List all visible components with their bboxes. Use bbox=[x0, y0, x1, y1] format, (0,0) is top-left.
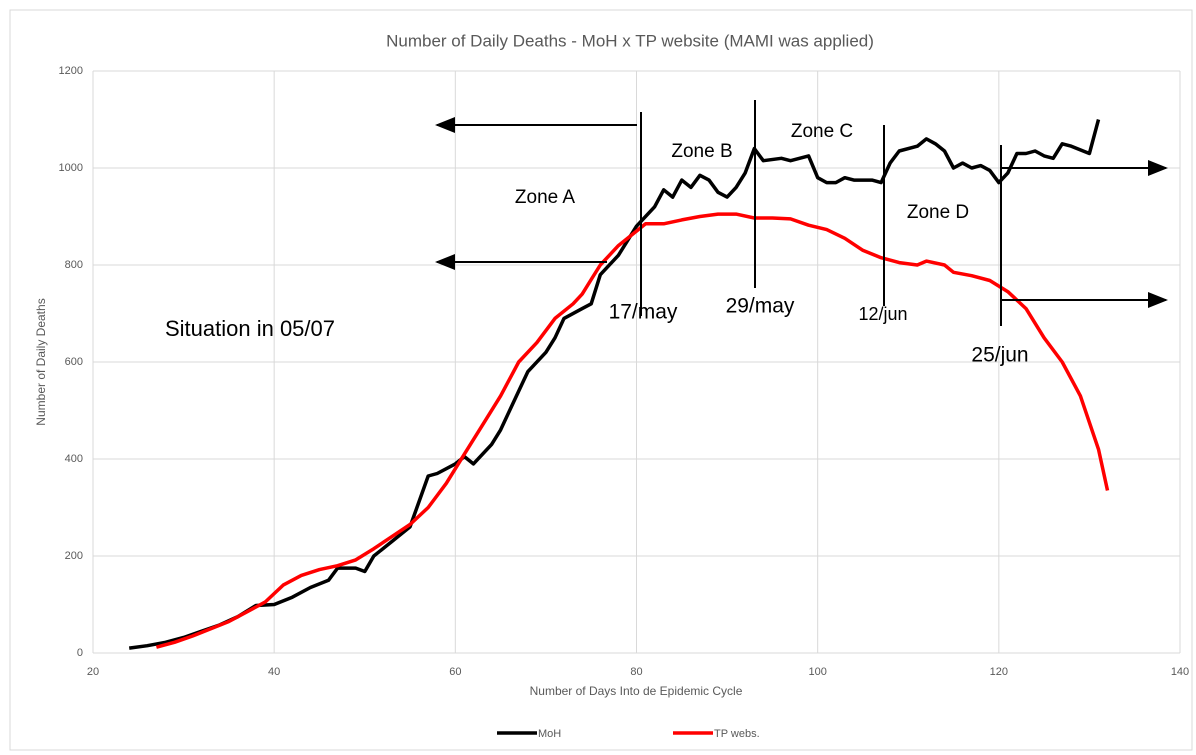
plot-area: 0 200 400 600 800 1000 1200 20 40 60 80 100 120 140 bbox=[59, 65, 1190, 678]
annotation: Zone A bbox=[515, 187, 576, 208]
x-tick-label: 100 bbox=[808, 666, 826, 678]
x-axis-label: Number of Days Into de Epidemic Cycle bbox=[530, 684, 743, 698]
y-tick-label: 0 bbox=[77, 647, 83, 659]
x-tick-label: 60 bbox=[449, 666, 461, 678]
legend-label: MoH bbox=[538, 728, 561, 740]
annotation: 17/may bbox=[609, 301, 678, 324]
line-series bbox=[155, 212, 1110, 649]
y-tick-label: 200 bbox=[65, 550, 83, 562]
annotation: Situation in 05/07 bbox=[165, 316, 335, 341]
y-tick-label: 1000 bbox=[59, 162, 83, 174]
y-tick-label: 800 bbox=[65, 259, 83, 271]
annotation: Zone C bbox=[791, 121, 853, 142]
y-axis-label: Number of Daily Deaths bbox=[34, 298, 48, 425]
x-tick-label: 120 bbox=[990, 666, 1008, 678]
x-tick-label: 40 bbox=[268, 666, 280, 678]
chart-frame bbox=[9, 9, 1193, 751]
annotation-shapes bbox=[435, 100, 1168, 326]
annotation: 25/jun bbox=[971, 344, 1028, 367]
annotation: Zone B bbox=[671, 141, 732, 162]
x-tick-label: 80 bbox=[630, 666, 642, 678]
line-series bbox=[128, 119, 1101, 650]
legend-label: TP webs. bbox=[714, 728, 760, 740]
x-tick-label: 20 bbox=[87, 666, 99, 678]
annotation: Zone D bbox=[907, 202, 969, 223]
y-tick-label: 400 bbox=[65, 453, 83, 465]
y-tick-label: 600 bbox=[65, 356, 83, 368]
chart-title: Number of Daily Deaths - MoH x TP websit… bbox=[386, 31, 874, 50]
x-tick-label: 140 bbox=[1171, 666, 1189, 678]
annotation: 29/may bbox=[726, 295, 795, 318]
y-tick-label: 1200 bbox=[59, 65, 83, 77]
annotation: 12/jun bbox=[858, 304, 907, 324]
